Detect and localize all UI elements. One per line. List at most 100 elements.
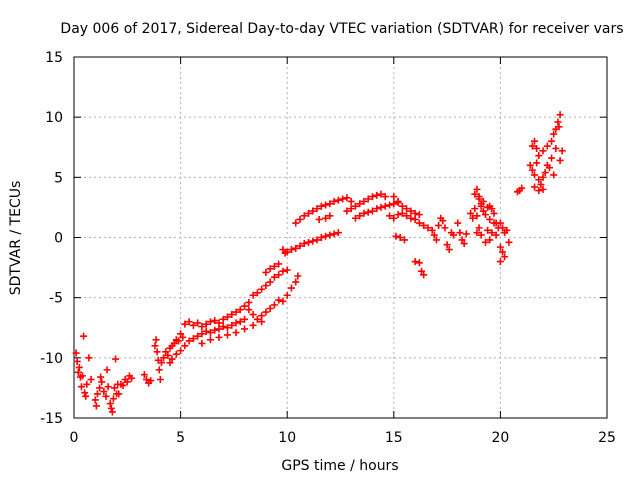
data-point: [334, 229, 342, 237]
data-point: [403, 205, 411, 213]
data-point: [181, 342, 189, 350]
data-point: [292, 278, 300, 286]
data-point: [279, 267, 287, 275]
data-point: [72, 349, 80, 357]
data-point: [266, 304, 274, 312]
data-point: [87, 375, 95, 383]
data-point: [535, 187, 543, 195]
data-point: [266, 278, 274, 286]
data-point: [241, 315, 249, 323]
data-point: [224, 313, 232, 321]
y-tick-label: 15: [45, 50, 63, 66]
data-point: [107, 404, 115, 412]
data-point: [531, 171, 539, 179]
data-point: [75, 363, 83, 371]
data-point: [108, 408, 116, 416]
data-point: [93, 390, 101, 398]
data-point: [477, 231, 485, 239]
data-point: [82, 392, 90, 400]
data-point: [224, 324, 232, 332]
data-point: [462, 230, 470, 238]
data-point: [279, 297, 287, 305]
data-point: [535, 176, 543, 184]
data-point: [215, 325, 223, 333]
data-point: [356, 200, 364, 208]
data-point: [445, 246, 453, 254]
data-point: [467, 209, 475, 217]
data-point: [531, 137, 539, 145]
data-point: [441, 224, 449, 232]
data-point: [189, 335, 197, 343]
data-point: [356, 212, 364, 220]
data-point: [294, 272, 302, 280]
data-point: [211, 326, 219, 334]
data-point: [262, 268, 270, 276]
data-point: [330, 230, 338, 238]
data-point: [177, 330, 185, 338]
data-point: [275, 271, 283, 279]
data-point: [531, 183, 539, 191]
data-point: [377, 190, 385, 198]
data-point: [548, 154, 556, 162]
y-tick-label: -5: [49, 291, 63, 307]
data-point: [347, 197, 355, 205]
data-point: [477, 202, 485, 210]
data-point: [224, 331, 232, 339]
data-point: [386, 201, 394, 209]
data-point: [228, 311, 236, 319]
data-point: [283, 266, 291, 274]
x-tick-label: 15: [385, 430, 403, 446]
data-point: [443, 241, 451, 249]
data-point: [364, 208, 372, 216]
data-point: [469, 214, 477, 222]
data-point: [305, 238, 313, 246]
data-point: [550, 171, 558, 179]
data-point: [533, 159, 541, 167]
data-point: [202, 327, 210, 335]
y-tick-label: 10: [45, 110, 63, 126]
data-point: [373, 191, 381, 199]
data-point: [170, 339, 178, 347]
data-point: [198, 323, 206, 331]
data-point: [300, 240, 308, 248]
data-point: [326, 200, 334, 208]
data-point: [287, 284, 295, 292]
data-point: [179, 333, 187, 341]
data-point: [102, 392, 110, 400]
data-point: [411, 258, 419, 266]
data-point: [147, 377, 155, 385]
data-point: [151, 342, 159, 350]
data-point: [449, 231, 457, 239]
data-point: [541, 169, 549, 177]
data-point: [305, 209, 313, 217]
data-point: [185, 337, 193, 345]
data-point: [479, 197, 487, 205]
data-point: [97, 373, 105, 381]
data-point: [140, 371, 148, 379]
data-point: [283, 291, 291, 299]
data-point: [249, 291, 257, 299]
data-point: [111, 384, 119, 392]
data-point: [473, 212, 481, 220]
data-point: [115, 390, 123, 398]
data-point: [539, 173, 547, 181]
data-point: [177, 347, 185, 355]
data-point: [368, 207, 376, 215]
data-point: [313, 205, 321, 213]
data-point: [496, 258, 504, 266]
data-point: [420, 271, 428, 279]
data-point: [326, 231, 334, 239]
data-point: [424, 224, 432, 232]
data-point: [471, 190, 479, 198]
data-point: [439, 217, 447, 225]
data-point: [73, 357, 81, 365]
data-point: [411, 209, 419, 217]
data-point: [262, 308, 270, 316]
data-point: [473, 185, 481, 193]
data-point: [160, 354, 168, 362]
data-point: [347, 205, 355, 213]
data-point: [539, 185, 547, 193]
data-point: [496, 243, 504, 251]
data-point: [275, 296, 283, 304]
data-point: [390, 200, 398, 208]
